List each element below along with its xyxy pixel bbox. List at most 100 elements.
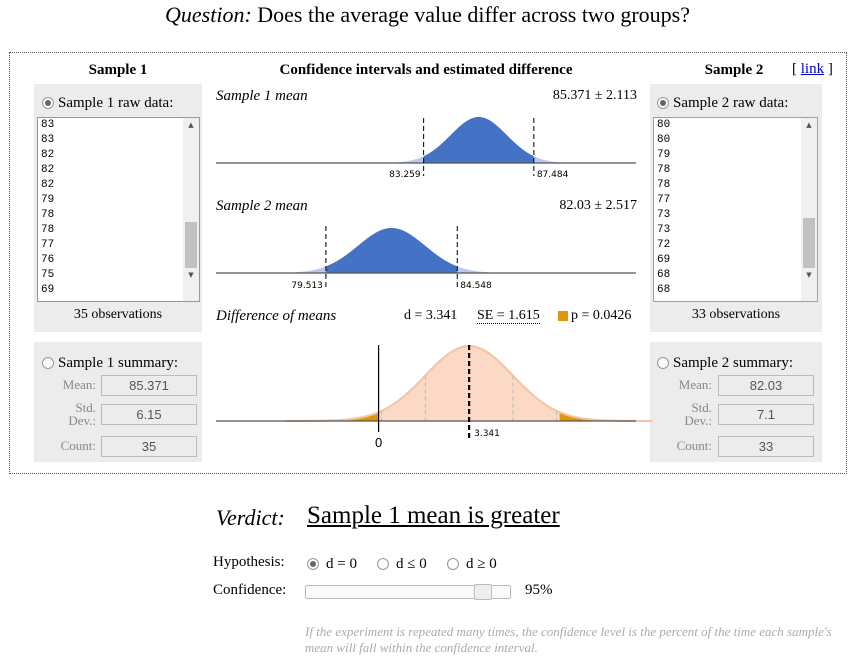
d-value: d = 3.341 [404,308,458,323]
sample2-mean-field[interactable]: 82.03 [718,375,814,396]
hypothesis-option-label: d ≤ 0 [396,555,427,572]
scroll-up-arrow-icon[interactable]: ▲ [188,121,194,129]
sample1-mean-field[interactable]: 85.371 [101,375,197,396]
sample1-mean-chart-label: Sample 1 mean [216,88,308,104]
sample1-title: Sample 1 [88,62,148,78]
sample1-ci-high-label: 87.484 [537,170,569,180]
raw-data-line: 83 [41,134,55,146]
sample2-mean-chart-label: Sample 2 mean [216,198,308,214]
question-text: Does the average value differ across two… [257,2,690,27]
sample2-sd-label: Std. Dev.: [684,400,712,428]
sample2-raw-radio-row[interactable]: Sample 2 raw data: [657,94,788,112]
hypothesis-radio[interactable] [447,558,459,571]
difference-curve [285,346,653,421]
sample1-mean-interval: 85.371 ± 2.113 [552,88,637,103]
sample1-count-label: Count: [60,438,96,453]
hypothesis-option-1[interactable]: d ≤ 0 [377,555,427,573]
sample2-raw-textarea[interactable]: 80 80 79 78 78 77 73 73 72 69 68 68 ▲ ▼ [653,117,818,302]
sample1-summary-radio-row[interactable]: Sample 1 summary: [42,354,178,372]
scroll-down-arrow-icon[interactable]: ▼ [806,271,812,279]
raw-data-line: 82 [41,149,55,161]
sample2-curve-ci [325,228,458,273]
verdict-text: Sample 1 mean is greater [307,502,560,529]
raw-data-line: 68 [657,269,671,281]
raw-data-line: 83 [41,119,55,131]
raw-data-line: 72 [657,239,671,251]
raw-data-line: 78 [41,209,55,221]
calculator-frame [9,52,847,474]
zero-label: 0 [375,435,382,450]
sample2-count-label: Count: [676,438,712,453]
sample2-raw-label: Sample 2 raw data: [673,94,789,111]
scroll-thumb[interactable] [803,218,815,268]
hypothesis-option-label: d ≥ 0 [466,555,497,572]
sample1-raw-label: Sample 1 raw data: [58,94,174,111]
raw-data-line: 68 [657,284,671,296]
link[interactable]: link [800,61,825,77]
raw-data-line: 77 [657,194,671,206]
sample2-ci-high-label: 84.548 [460,281,492,291]
sample2-ci-low-label: 79.513 [291,281,323,291]
hypothesis-option-0[interactable]: d = 0 [307,555,357,573]
sample1-mean-label: Mean: [62,377,96,392]
link-wrapper: [ link ] [792,61,833,77]
confidence-slider-track[interactable] [305,584,511,600]
sample1-raw-radio-row[interactable]: Sample 1 raw data: [42,94,173,112]
raw-data-line: 73 [657,224,671,236]
difference-chart-label: Difference of means [216,308,337,324]
raw-data-line: 78 [657,164,671,176]
sample2-scrollbar[interactable]: ▲ ▼ [801,118,817,301]
hypothesis-radio[interactable] [307,558,319,571]
sample1-curve-ci [423,117,534,163]
explanation-note: If the experiment is repeated many times… [305,624,832,655]
charts-svg: 83.259 87.484 79.513 84.548 0 3.341 [216,117,653,450]
scroll-down-arrow-icon[interactable]: ▼ [188,271,194,279]
hypothesis-option-2[interactable]: d ≥ 0 [447,555,497,573]
sample1-raw-textarea[interactable]: 83 83 82 82 82 79 78 78 77 76 75 69 ▲ ▼ [37,117,200,302]
raw-data-line: 78 [657,179,671,191]
sample2-summary-radio[interactable] [657,357,669,370]
hypothesis-option-label: d = 0 [326,555,357,572]
sample2-sd-field[interactable]: 7.1 [718,404,814,425]
confidence-label: Confidence: [213,582,287,598]
sample1-ci-low-label: 83.259 [389,170,421,180]
sample1-sd-field[interactable]: 6.15 [101,404,197,425]
scroll-up-arrow-icon[interactable]: ▲ [806,121,812,129]
hypothesis-radio[interactable] [377,558,389,571]
center-title: Confidence intervals and estimated diffe… [279,62,573,78]
sample1-sd-label: Std. Dev.: [68,400,96,428]
sample2-raw-radio[interactable] [657,97,669,110]
p-value: p = 0.0426 [571,308,632,323]
question: Question: Does the average value differ … [0,2,855,28]
sample2-summary-radio-row[interactable]: Sample 2 summary: [657,354,793,372]
raw-data-line: 77 [41,239,55,251]
sample2-summary-label: Sample 2 summary: [673,354,793,371]
raw-data-line: 69 [41,284,55,296]
sample2-title: Sample 2 [704,62,764,78]
raw-data-line: 79 [41,194,55,206]
scroll-thumb[interactable] [185,222,197,268]
sample2-mean-interval: 82.03 ± 2.517 [559,198,637,213]
hypothesis-label: Hypothesis: [213,554,285,570]
raw-data-line: 73 [657,209,671,221]
raw-data-line: 79 [657,149,671,161]
raw-data-line: 69 [657,254,671,266]
sample1-observations: 35 observations [73,307,163,322]
raw-data-line: 82 [41,164,55,176]
sample1-scrollbar[interactable]: ▲ ▼ [183,118,199,301]
se-value[interactable]: SE = 1.615 [477,308,540,324]
confidence-value: 95% [525,582,553,598]
sample1-summary-label: Sample 1 summary: [58,354,178,371]
raw-data-line: 75 [41,269,55,281]
confidence-slider-thumb[interactable] [473,584,492,600]
raw-data-line: 80 [657,119,671,131]
sample2-observations: 33 observations [691,307,781,322]
sample1-summary-radio[interactable] [42,357,54,370]
sample2-count-field[interactable]: 33 [718,436,814,457]
raw-data-line: 76 [41,254,55,266]
question-prefix: Question: [165,2,252,27]
raw-data-line: 78 [41,224,55,236]
sample1-raw-radio[interactable] [42,97,54,110]
sample1-count-field[interactable]: 35 [101,436,197,457]
p-value-swatch [558,311,568,321]
